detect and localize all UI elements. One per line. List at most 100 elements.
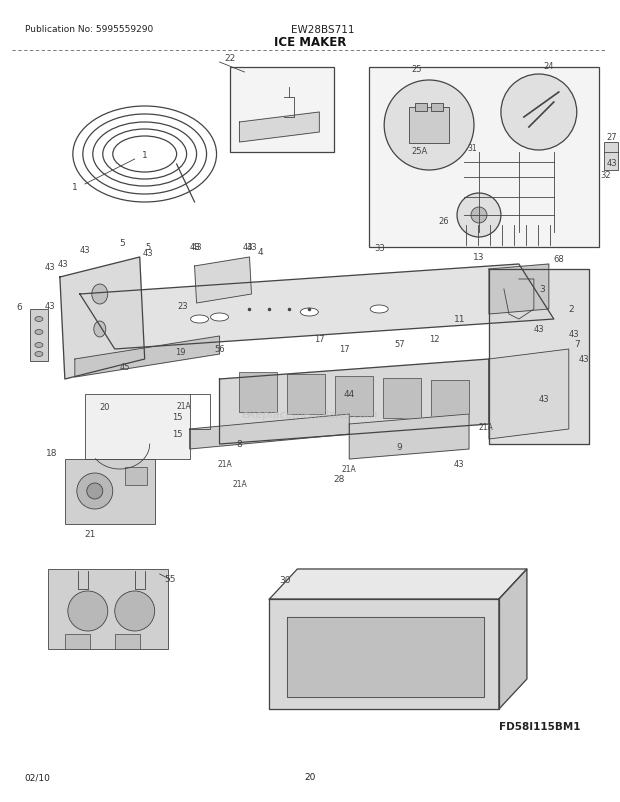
Text: 43: 43 bbox=[189, 243, 200, 252]
Text: 33: 33 bbox=[374, 244, 385, 253]
Text: 24: 24 bbox=[544, 62, 554, 71]
Ellipse shape bbox=[35, 330, 43, 335]
Text: Publication No: 5995559290: Publication No: 5995559290 bbox=[25, 25, 153, 34]
Polygon shape bbox=[219, 359, 489, 444]
Bar bbox=[431, 104, 443, 111]
Text: 13: 13 bbox=[472, 253, 484, 261]
Circle shape bbox=[77, 473, 113, 509]
Circle shape bbox=[68, 591, 108, 631]
Text: 44: 44 bbox=[343, 390, 355, 399]
Text: 43: 43 bbox=[569, 330, 580, 339]
Ellipse shape bbox=[35, 352, 43, 357]
Text: 43: 43 bbox=[454, 460, 464, 468]
Bar bbox=[115, 634, 140, 649]
Text: 32: 32 bbox=[601, 172, 611, 180]
Text: 43: 43 bbox=[578, 355, 590, 364]
Text: 31: 31 bbox=[467, 144, 477, 153]
Text: 43: 43 bbox=[58, 260, 68, 269]
Polygon shape bbox=[60, 257, 144, 379]
Ellipse shape bbox=[370, 306, 388, 314]
Bar bbox=[65, 460, 154, 525]
Polygon shape bbox=[288, 618, 484, 697]
Polygon shape bbox=[80, 265, 554, 350]
Text: 21A: 21A bbox=[479, 423, 494, 432]
Text: FD58I115BM1: FD58I115BM1 bbox=[498, 722, 580, 731]
Text: 25: 25 bbox=[411, 65, 422, 74]
Ellipse shape bbox=[211, 314, 229, 322]
Ellipse shape bbox=[35, 343, 43, 348]
Ellipse shape bbox=[190, 316, 208, 323]
Bar bbox=[604, 143, 618, 171]
Ellipse shape bbox=[94, 322, 106, 338]
Text: 43: 43 bbox=[534, 325, 544, 334]
Text: 20: 20 bbox=[100, 403, 110, 411]
Circle shape bbox=[87, 484, 103, 500]
Circle shape bbox=[457, 194, 501, 237]
Polygon shape bbox=[270, 599, 499, 709]
Text: 15: 15 bbox=[172, 413, 183, 422]
Circle shape bbox=[384, 81, 474, 171]
Text: 1: 1 bbox=[142, 150, 148, 160]
Text: 19: 19 bbox=[175, 347, 185, 357]
Text: 17: 17 bbox=[339, 345, 350, 354]
Text: 22: 22 bbox=[224, 54, 236, 63]
Polygon shape bbox=[270, 569, 527, 599]
Bar bbox=[48, 569, 167, 649]
Circle shape bbox=[115, 591, 154, 631]
Text: 43: 43 bbox=[143, 248, 153, 257]
Polygon shape bbox=[489, 265, 549, 314]
Text: 21: 21 bbox=[84, 529, 95, 538]
Text: 55: 55 bbox=[165, 574, 176, 583]
Text: 21A: 21A bbox=[217, 460, 232, 468]
Bar bbox=[65, 634, 90, 649]
Text: 43: 43 bbox=[191, 243, 202, 252]
Text: 21A: 21A bbox=[342, 464, 356, 473]
Text: 21A: 21A bbox=[232, 480, 247, 488]
Text: 27: 27 bbox=[607, 133, 618, 142]
Text: 43: 43 bbox=[44, 302, 55, 311]
Text: 26: 26 bbox=[438, 217, 449, 225]
Bar bbox=[85, 395, 190, 460]
Bar bbox=[369, 68, 599, 248]
Bar bbox=[229, 68, 334, 153]
Bar bbox=[288, 375, 326, 415]
Text: 11: 11 bbox=[454, 315, 466, 324]
Text: 45: 45 bbox=[120, 363, 130, 372]
Ellipse shape bbox=[300, 309, 318, 317]
Text: 9: 9 bbox=[396, 443, 402, 452]
Circle shape bbox=[471, 208, 487, 224]
Text: 57: 57 bbox=[394, 340, 405, 349]
Text: 4: 4 bbox=[257, 248, 263, 257]
Text: 28: 28 bbox=[334, 475, 345, 484]
Text: 43: 43 bbox=[242, 243, 253, 252]
Text: 1: 1 bbox=[72, 184, 78, 192]
Ellipse shape bbox=[35, 317, 43, 322]
Ellipse shape bbox=[92, 285, 108, 305]
Polygon shape bbox=[499, 569, 527, 709]
Bar bbox=[409, 107, 449, 144]
Polygon shape bbox=[489, 350, 569, 439]
Bar bbox=[383, 379, 421, 419]
Text: 21A: 21A bbox=[177, 402, 192, 411]
Text: 12: 12 bbox=[429, 335, 440, 344]
Text: 5: 5 bbox=[145, 242, 150, 251]
Polygon shape bbox=[239, 113, 319, 143]
Text: 56: 56 bbox=[215, 345, 225, 354]
Text: 5: 5 bbox=[120, 239, 125, 248]
Polygon shape bbox=[349, 415, 469, 460]
Polygon shape bbox=[195, 257, 252, 304]
Polygon shape bbox=[75, 337, 219, 378]
Text: 7: 7 bbox=[574, 340, 580, 349]
Bar bbox=[431, 380, 469, 420]
Polygon shape bbox=[190, 415, 349, 449]
Polygon shape bbox=[489, 269, 589, 444]
Text: 25A: 25A bbox=[411, 147, 427, 156]
Bar bbox=[30, 310, 48, 362]
Text: EW28BS711: EW28BS711 bbox=[291, 25, 354, 34]
Text: 43: 43 bbox=[539, 395, 549, 404]
Text: 2: 2 bbox=[569, 305, 574, 314]
Bar bbox=[125, 468, 147, 485]
Text: ICE MAKER: ICE MAKER bbox=[274, 36, 346, 49]
Text: eReplacementParts.com: eReplacementParts.com bbox=[241, 410, 378, 419]
Text: 18: 18 bbox=[46, 448, 58, 457]
